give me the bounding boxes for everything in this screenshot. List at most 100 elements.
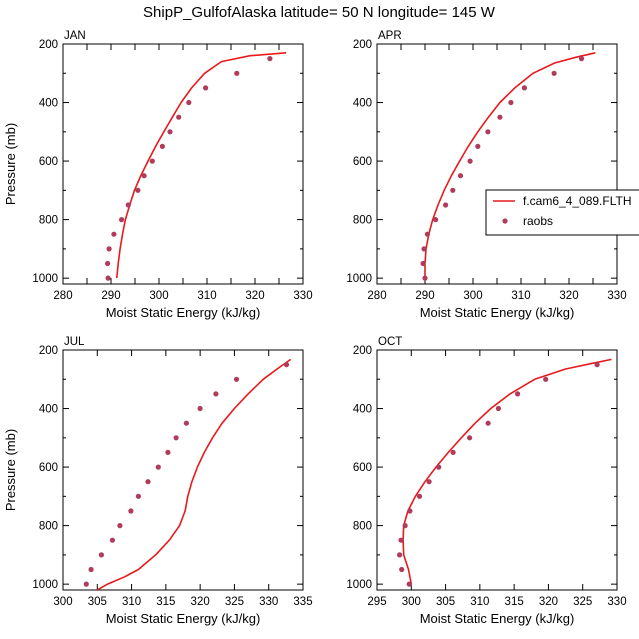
raobs-point (109, 537, 115, 543)
raobs-point (420, 260, 426, 267)
plot-data (105, 52, 287, 281)
raobs-point (117, 523, 123, 529)
raobs-point (159, 143, 165, 149)
plot-frame (62, 349, 304, 591)
x-tick-label: 320 (191, 596, 210, 608)
model-profile-line (116, 52, 287, 279)
x-tick-label: 320 (539, 596, 558, 608)
y-tick-label: 800 (39, 521, 58, 533)
x-tick-label: 330 (607, 290, 626, 302)
x-tick-label: 280 (367, 290, 386, 302)
x-tick-label: 300 (53, 596, 72, 608)
raobs-point (111, 231, 117, 237)
y-tick-label: 600 (39, 462, 58, 474)
raobs-point (197, 405, 203, 412)
raobs-point (155, 464, 161, 470)
raobs-point (267, 56, 273, 62)
x-tick-label: 305 (88, 596, 107, 608)
raobs-point (450, 449, 456, 455)
raobs-point (145, 479, 151, 485)
x-tick-label: 300 (463, 290, 482, 302)
plot-data (420, 52, 596, 281)
x-tick-label: 320 (245, 290, 264, 302)
y-tick-label: 600 (353, 156, 372, 168)
raobs-point (457, 173, 464, 179)
y-tick-label: 800 (39, 215, 58, 227)
raobs-point (485, 129, 491, 135)
raobs-point (397, 552, 403, 558)
x-tick-label: 330 (259, 596, 278, 608)
x-tick-label: 310 (122, 596, 141, 608)
raobs-point (433, 217, 439, 223)
raobs-point (165, 449, 171, 455)
y-tick-label: 1000 (32, 273, 58, 285)
plot-frame (376, 43, 618, 285)
y-tick-label: 1000 (346, 579, 372, 591)
raobs-point (119, 217, 125, 223)
panel-label: JAN (64, 30, 86, 42)
legend-box (485, 189, 639, 236)
x-axis-label: Moist Static Energy (kJ/kg) (420, 305, 575, 320)
y-tick-label: 200 (353, 345, 372, 357)
x-tick-label: 300 (149, 290, 168, 302)
raobs-point (475, 143, 481, 149)
raobs-point (594, 362, 600, 368)
x-tick-label: 295 (367, 596, 386, 608)
raobs-point (467, 435, 473, 441)
panel-jan: JAN 280 290 300 310 320 330 200 400 600 800 1000 Moi… (3, 30, 313, 320)
y-tick-label: 400 (39, 404, 58, 416)
x-tick-label: 320 (559, 290, 578, 302)
x-tick-label: 315 (156, 596, 175, 608)
raobs-point (450, 187, 456, 193)
y-tick-label: 800 (353, 521, 372, 533)
x-tick-label: 290 (415, 290, 434, 302)
raobs-point (105, 275, 111, 281)
panels: JAN 280 290 300 310 320 330 200 400 600 800 1000 Moi… (3, 30, 627, 626)
model-profile-line (424, 52, 596, 279)
raobs-point (233, 376, 240, 382)
y-tick-label: 400 (353, 404, 372, 416)
raobs-point (402, 523, 408, 529)
x-tick-label: 315 (505, 596, 524, 608)
model-profile-line (96, 358, 292, 590)
y-tick-label: 600 (353, 462, 372, 474)
raobs-point (497, 114, 503, 120)
y-tick-label: 800 (353, 215, 372, 227)
raobs-point (83, 581, 89, 587)
x-tick-label: 310 (470, 596, 489, 608)
plot-frame (376, 349, 618, 591)
raobs-point (173, 435, 179, 441)
raobs-point (176, 114, 182, 120)
plot-data (397, 358, 612, 587)
x-tick-label: 310 (511, 290, 530, 302)
y-tick-label: 1000 (32, 579, 58, 591)
raobs-point (422, 275, 428, 281)
raobs-point (88, 566, 94, 573)
y-tick-label: 600 (39, 156, 58, 168)
panel-jul: JUL 300 305 310 315 320 325 330 335 200 400 600 800 1… (3, 336, 313, 626)
raobs-point (98, 552, 104, 558)
raobs-point (213, 391, 219, 397)
raobs-point (106, 246, 112, 252)
legend-model-label: f.cam6_4_089.FLTH (523, 194, 632, 208)
x-tick-label: 325 (573, 596, 592, 608)
x-tick-label: 325 (225, 596, 244, 608)
raobs-point (467, 158, 473, 164)
y-axis-label: Pressure (mb) (3, 123, 18, 205)
x-tick-label: 280 (53, 290, 72, 302)
x-axis-label: Moist Static Energy (kJ/kg) (420, 611, 575, 626)
raobs-point (398, 537, 404, 543)
raobs-point (149, 158, 155, 164)
x-tick-label: 310 (197, 290, 216, 302)
raobs-point (399, 566, 405, 573)
raobs-point (407, 508, 413, 514)
x-tick-label: 330 (607, 596, 626, 608)
x-axis-label: Moist Static Energy (kJ/kg) (106, 305, 261, 320)
x-tick-label: 330 (293, 290, 312, 302)
raobs-point (443, 202, 449, 208)
panel-label: OCT (378, 336, 402, 348)
y-tick-label: 200 (353, 39, 372, 51)
plot-data (83, 358, 292, 590)
raobs-point (406, 581, 412, 587)
raobs-point (416, 493, 423, 499)
